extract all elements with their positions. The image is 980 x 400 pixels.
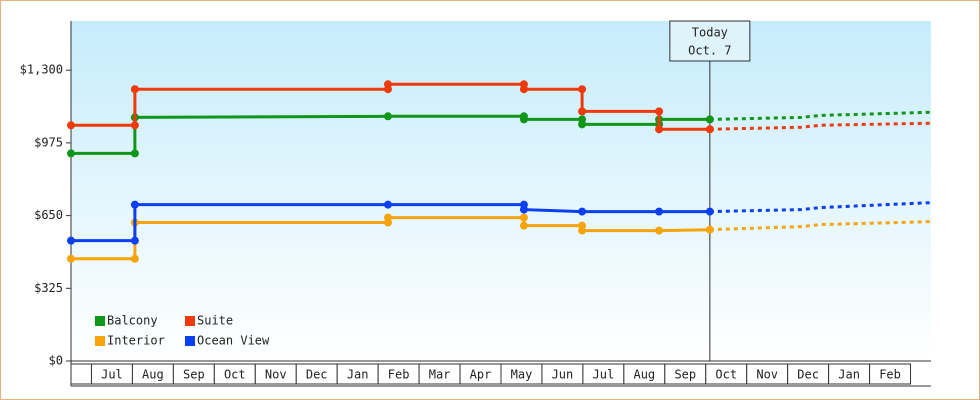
- y-tick-label: $975: [34, 135, 63, 149]
- x-tick-label: Mar: [429, 368, 451, 382]
- point: [578, 207, 587, 216]
- point: [578, 120, 587, 129]
- point: [578, 226, 587, 235]
- today-label: Today: [692, 26, 728, 40]
- point: [67, 254, 75, 263]
- x-tick-label: Nov: [265, 368, 287, 382]
- x-tick-label: Jul: [101, 368, 123, 382]
- today-box: [669, 20, 751, 62]
- point: [130, 121, 139, 130]
- point: [67, 121, 75, 130]
- month-cell: [869, 363, 912, 385]
- today-date: Oct. 7: [688, 44, 731, 58]
- y-tick-label: $650: [34, 208, 63, 222]
- month-cell: [70, 363, 92, 385]
- point: [383, 112, 392, 121]
- x-tick-label: Dec: [797, 368, 819, 382]
- point: [130, 85, 139, 94]
- x-tick-label: May: [511, 368, 533, 382]
- point: [519, 221, 528, 230]
- legend-swatch: [185, 336, 195, 346]
- point: [383, 200, 392, 209]
- plot-area: [71, 21, 931, 361]
- x-tick-label: Jan: [838, 368, 860, 382]
- x-tick-label: Oct: [715, 368, 737, 382]
- point: [519, 205, 528, 214]
- x-tick-label: Jan: [347, 368, 369, 382]
- point: [130, 236, 139, 245]
- x-tick-label: Dec: [306, 368, 328, 382]
- point: [519, 213, 528, 222]
- point: [578, 85, 587, 94]
- legend-swatch: [95, 336, 105, 346]
- x-tick-label: Aug: [633, 368, 655, 382]
- point: [67, 149, 75, 158]
- legend-swatch: [95, 316, 105, 326]
- x-tick-label: Apr: [470, 368, 492, 382]
- point: [578, 107, 587, 116]
- x-tick-label: Nov: [756, 368, 778, 382]
- y-tick-label: $325: [34, 281, 63, 295]
- point: [705, 225, 714, 234]
- point: [705, 125, 714, 134]
- point: [130, 200, 139, 209]
- point: [383, 80, 392, 89]
- legend-label: Ocean View: [197, 334, 270, 348]
- x-tick-label: Jun: [552, 368, 574, 382]
- point: [655, 207, 664, 216]
- point: [705, 207, 714, 216]
- point: [705, 115, 714, 124]
- legend-label: Suite: [197, 314, 233, 328]
- y-tick-label: $1,300: [20, 63, 63, 77]
- legend-label: Balcony: [107, 314, 158, 328]
- point: [130, 149, 139, 158]
- point: [655, 226, 664, 235]
- x-tick-label: Feb: [879, 368, 901, 382]
- point: [519, 85, 528, 94]
- point: [130, 254, 139, 263]
- point: [655, 125, 664, 134]
- x-tick-label: Sep: [183, 368, 205, 382]
- y-tick-label: $0: [49, 354, 63, 368]
- x-tick-label: Jul: [593, 368, 615, 382]
- point: [67, 236, 75, 245]
- legend-label: Interior: [107, 334, 165, 348]
- point: [519, 115, 528, 124]
- x-tick-label: Sep: [674, 368, 696, 382]
- point: [383, 213, 392, 222]
- x-tick-label: Oct: [224, 368, 246, 382]
- legend-swatch: [185, 316, 195, 326]
- point: [655, 107, 664, 116]
- x-tick-label: Aug: [142, 368, 164, 382]
- x-tick-label: Feb: [388, 368, 410, 382]
